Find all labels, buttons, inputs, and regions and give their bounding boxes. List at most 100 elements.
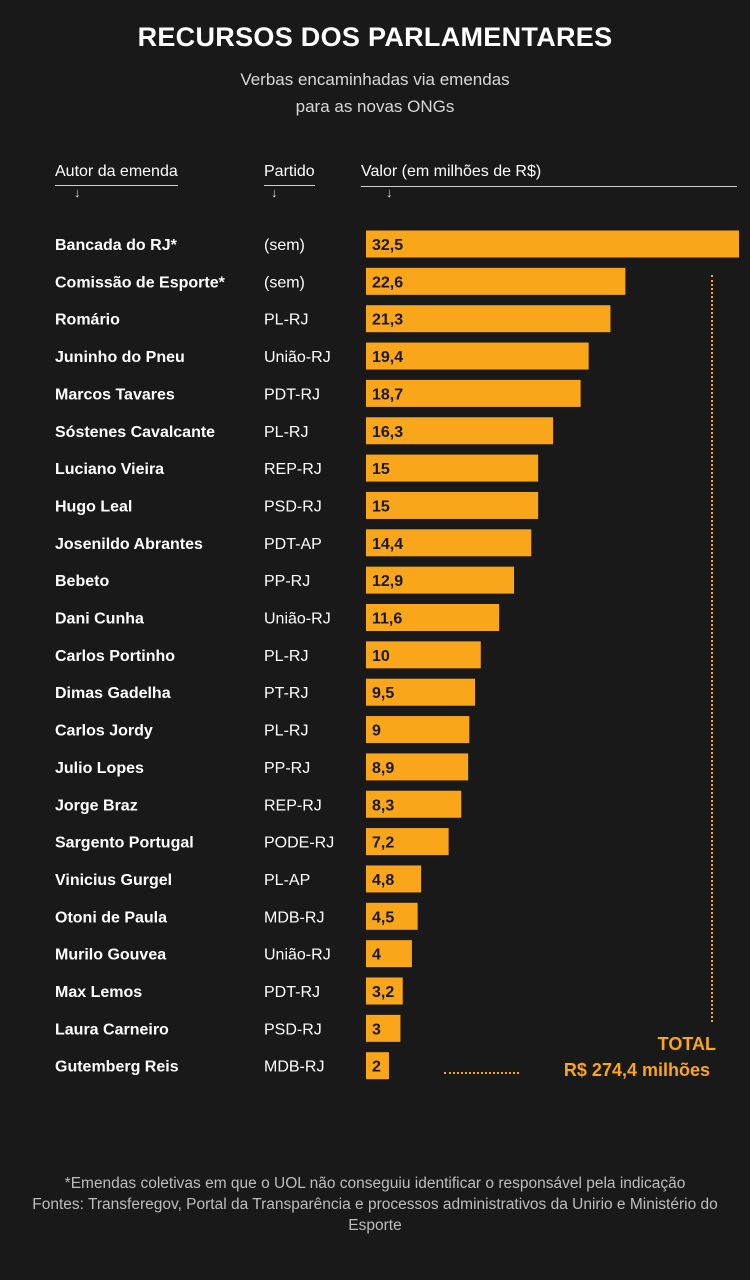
bar (366, 417, 554, 445)
bar-row: Murilo Gouvea União-RJ 4 (55, 940, 412, 968)
bar-row: Carlos Portinho PL-RJ 10 (55, 641, 481, 669)
author-label: Dani Cunha (55, 611, 144, 628)
subtitle-line-2: para as novas ONGs (295, 97, 455, 116)
column-header-party: Partido (264, 163, 315, 186)
author-label: Josenildo Abrantes (55, 536, 203, 553)
value-label: 15 (372, 461, 390, 478)
bar (366, 790, 462, 818)
author-label: Dimas Gadelha (55, 685, 171, 702)
bar-row: Vinicius Gurgel PL-AP 4,8 (55, 865, 422, 893)
value-down-arrow-icon: ↓ (386, 185, 393, 200)
bar-row: Julio Lopes PP-RJ 8,9 (55, 753, 469, 781)
party-label: União-RJ (264, 947, 331, 964)
bar (366, 305, 611, 333)
value-label: 11,6 (372, 611, 402, 628)
author-label: Comissão de Esporte* (55, 274, 226, 291)
value-label: 8,3 (372, 797, 394, 814)
value-label: 7,2 (372, 835, 394, 852)
value-label: 16,3 (372, 424, 403, 441)
value-label: 32,5 (372, 237, 403, 254)
party-label: PL-RJ (264, 312, 308, 329)
bar (366, 267, 626, 295)
bar (366, 604, 500, 631)
party-label: PT-RJ (264, 685, 308, 702)
footnote-sources: Fontes: Transferegov, Portal da Transpar… (32, 1196, 718, 1234)
bar (366, 678, 476, 706)
bar-row: Dimas Gadelha PT-RJ 9,5 (55, 678, 476, 706)
bar (366, 230, 739, 258)
value-header-rule-left (361, 186, 571, 187)
party-label: (sem) (264, 237, 305, 254)
party-label: PL-RJ (264, 424, 308, 441)
value-label: 22,6 (372, 274, 403, 291)
value-label: 3,2 (372, 984, 394, 1001)
value-label: 2 (372, 1059, 381, 1076)
author-label: Hugo Leal (55, 498, 132, 515)
bar (366, 828, 449, 856)
value-label: 21,3 (372, 312, 403, 329)
bar (366, 566, 515, 594)
value-header-rule (570, 186, 737, 187)
bar-row: Laura Carneiro PSD-RJ 3 (55, 1014, 401, 1042)
column-header-value: Valor (em milhões de R$) (361, 163, 542, 180)
total-bracket-vertical (711, 275, 713, 1022)
bar-row: Sóstenes Cavalcante PL-RJ 16,3 (55, 417, 554, 445)
author-label: Bancada do RJ* (55, 237, 178, 254)
value-label: 9 (372, 723, 381, 740)
author-label: Otoni de Paula (55, 909, 167, 926)
bar-row: Marcos Tavares PDT-RJ 18,7 (55, 379, 581, 407)
bar-row: Jorge Braz REP-RJ 8,3 (55, 790, 462, 818)
party-down-arrow-icon: ↓ (271, 185, 278, 200)
author-label: Murilo Gouvea (55, 947, 166, 964)
bar-row: Romário PL-RJ 21,3 (55, 305, 611, 333)
footnote: *Emendas coletivas em que o UOL não cons… (0, 1173, 750, 1236)
bar (366, 529, 532, 557)
bar-row: Comissão de Esporte* (sem) 22,6 (55, 267, 626, 295)
author-down-arrow-icon: ↓ (74, 185, 81, 200)
bar (366, 379, 581, 407)
author-label: Luciano Vieira (55, 461, 164, 478)
party-label: REP-RJ (264, 461, 322, 478)
value-label: 14,4 (372, 536, 403, 553)
author-label: Romário (55, 312, 120, 329)
bar (366, 716, 470, 744)
party-label: PL-AP (264, 872, 310, 889)
bar-row: Carlos Jordy PL-RJ 9 (55, 716, 470, 744)
value-label: 4 (372, 947, 381, 964)
value-label: 9,5 (372, 685, 394, 702)
author-label: Sóstenes Cavalcante (55, 424, 215, 441)
chart-title: RECURSOS DOS PARLAMENTARES (137, 22, 613, 52)
subtitle-line-1: Verbas encaminhadas via emendas (240, 70, 510, 89)
author-label: Gutemberg Reis (55, 1059, 179, 1076)
value-label: 10 (372, 648, 390, 665)
party-label: PDT-RJ (264, 386, 320, 403)
value-label: 8,9 (372, 760, 394, 777)
party-label: PP-RJ (264, 573, 310, 590)
bar (366, 940, 412, 968)
value-label: 12,9 (372, 573, 403, 590)
total-label: TOTAL (657, 1034, 716, 1054)
bar-row: Bebeto PP-RJ 12,9 (55, 566, 515, 594)
bar (366, 902, 418, 930)
total-value: R$ 274,4 milhões (563, 1060, 710, 1080)
bar (366, 1052, 389, 1080)
bar (366, 977, 403, 1005)
bar (366, 753, 469, 781)
author-label: Carlos Jordy (55, 723, 153, 740)
party-label: União-RJ (264, 611, 331, 628)
author-label: Juninho do Pneu (55, 349, 185, 366)
bar-row: Gutemberg Reis MDB-RJ 2 (55, 1052, 389, 1080)
author-label: Sargento Portugal (55, 835, 194, 852)
party-label: PL-RJ (264, 648, 308, 665)
party-label: MDB-RJ (264, 1059, 324, 1076)
party-label: PSD-RJ (264, 498, 322, 515)
author-label: Bebeto (55, 573, 109, 590)
author-label: Carlos Portinho (55, 648, 175, 665)
author-label: Marcos Tavares (55, 386, 175, 403)
author-label: Max Lemos (55, 984, 142, 1001)
value-label: 15 (372, 498, 390, 515)
party-label: MDB-RJ (264, 909, 324, 926)
bar (366, 641, 481, 669)
value-label: 18,7 (372, 386, 403, 403)
bar-row: Hugo Leal PSD-RJ 15 (55, 491, 539, 519)
